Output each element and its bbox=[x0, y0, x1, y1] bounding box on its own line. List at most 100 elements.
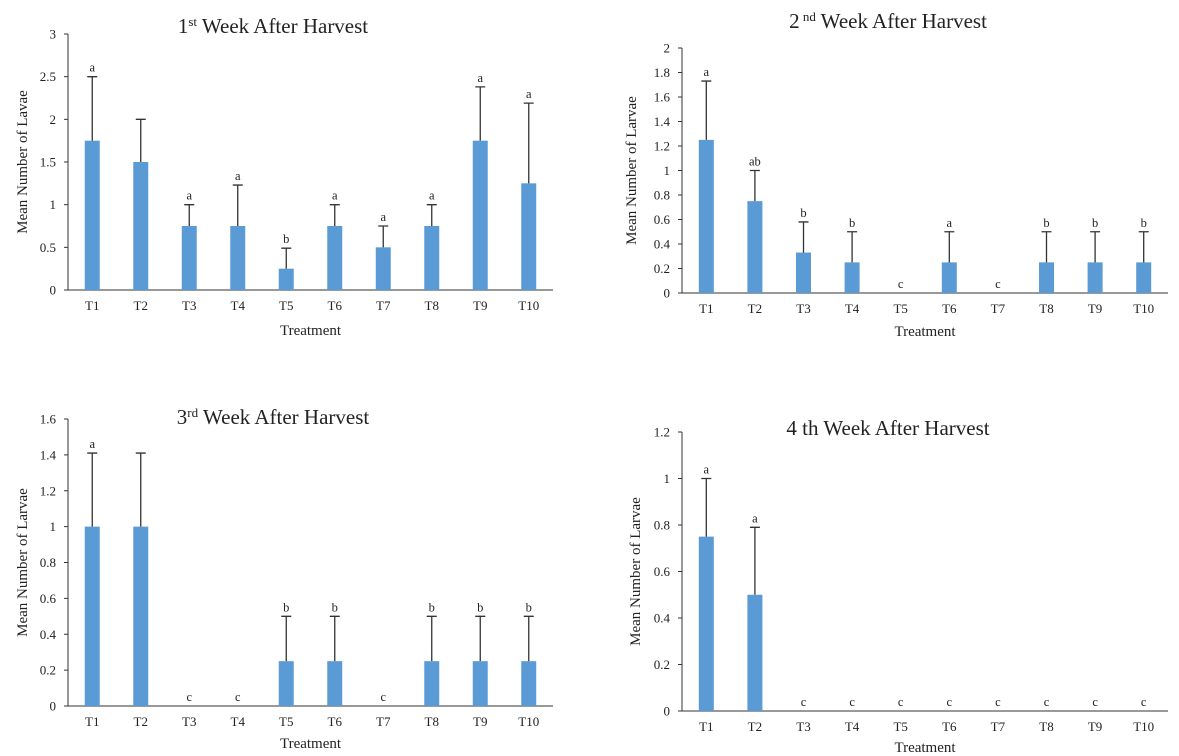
error-bar-t6 bbox=[944, 231, 955, 263]
chart-title: 3rd Week After Harvest bbox=[177, 405, 370, 429]
error-bar-t10 bbox=[1138, 231, 1149, 263]
error-bar-t1 bbox=[701, 80, 712, 140]
bar-t2 bbox=[747, 201, 763, 293]
x-axis-label: Treatment bbox=[894, 324, 956, 340]
y-tick-label: 1.4 bbox=[40, 447, 57, 462]
significance-label: a bbox=[380, 210, 386, 224]
significance-label: b bbox=[477, 600, 483, 614]
error-bar-t3 bbox=[798, 221, 809, 253]
y-tick-label: 0.2 bbox=[40, 663, 56, 678]
x-tick-label: T8 bbox=[425, 298, 439, 313]
bar-t7 bbox=[375, 247, 391, 290]
error-bar-t10 bbox=[523, 102, 534, 184]
significance-label: b bbox=[283, 600, 289, 614]
significance-label: a bbox=[477, 71, 483, 85]
x-tick-label: T7 bbox=[376, 714, 391, 729]
y-tick-label: 1 bbox=[50, 519, 57, 534]
x-tick-label: T3 bbox=[182, 714, 196, 729]
error-bar-t6 bbox=[329, 204, 340, 226]
error-bar-t2 bbox=[749, 526, 760, 595]
y-tick-label: 1.2 bbox=[654, 139, 670, 154]
x-tick-label: T5 bbox=[893, 719, 907, 734]
y-tick-label: 0.6 bbox=[40, 591, 57, 606]
x-tick-label: T9 bbox=[473, 298, 487, 313]
error-bar-t7 bbox=[378, 225, 389, 248]
bar-t2 bbox=[747, 594, 763, 711]
x-tick-label: T6 bbox=[328, 298, 343, 313]
x-tick-label: T8 bbox=[1039, 719, 1053, 734]
y-tick-label: 1.8 bbox=[654, 65, 670, 80]
significance-label: a bbox=[235, 169, 241, 183]
bar-t3 bbox=[796, 252, 811, 293]
x-tick-label: T7 bbox=[991, 301, 1006, 316]
x-tick-label: T5 bbox=[279, 714, 293, 729]
y-tick-label: 0.8 bbox=[40, 555, 56, 570]
significance-label: a bbox=[526, 87, 532, 101]
x-tick-label: T6 bbox=[942, 301, 957, 316]
significance-label: c bbox=[849, 695, 855, 709]
significance-label: b bbox=[526, 600, 532, 614]
error-bar-t10 bbox=[523, 615, 534, 662]
bar-t5 bbox=[278, 268, 294, 290]
bar-t10 bbox=[521, 183, 537, 290]
significance-label: ab bbox=[749, 155, 761, 169]
x-tick-label: T7 bbox=[991, 719, 1006, 734]
error-bar-t1 bbox=[87, 76, 98, 141]
y-tick-label: 0 bbox=[664, 704, 671, 719]
x-tick-label: T9 bbox=[473, 714, 487, 729]
y-tick-label: 0.8 bbox=[654, 188, 670, 203]
x-tick-label: T5 bbox=[279, 298, 293, 313]
x-tick-label: T10 bbox=[518, 298, 539, 313]
y-tick-label: 0.2 bbox=[654, 657, 670, 672]
x-tick-label: T2 bbox=[134, 714, 148, 729]
bar-t5 bbox=[278, 661, 294, 706]
chart-panel-4: 4 th Week After Harvest 0 0.2 0.4 0.6 0.8 1 1.2… bbox=[628, 416, 1168, 756]
significance-label: c bbox=[1092, 695, 1098, 709]
significance-label: a bbox=[89, 61, 95, 75]
significance-label: c bbox=[1044, 695, 1050, 709]
x-tick-label: T3 bbox=[796, 719, 810, 734]
significance-label: c bbox=[801, 695, 807, 709]
x-tick-label: T10 bbox=[1133, 719, 1154, 734]
significance-label: c bbox=[380, 690, 386, 704]
significance-label: a bbox=[752, 511, 758, 525]
x-tick-label: T1 bbox=[85, 298, 99, 313]
significance-label: c bbox=[898, 277, 904, 291]
bar-t8 bbox=[424, 661, 440, 706]
significance-label: a bbox=[186, 189, 192, 203]
bar-t3 bbox=[181, 226, 197, 290]
x-tick-label: T6 bbox=[942, 719, 957, 734]
y-tick-label: 1.2 bbox=[654, 425, 670, 440]
x-tick-label: T4 bbox=[845, 301, 860, 316]
error-bar-t9 bbox=[475, 615, 486, 662]
x-tick-label: T3 bbox=[182, 298, 196, 313]
significance-label: a bbox=[429, 189, 435, 203]
y-tick-label: 0.2 bbox=[654, 261, 670, 276]
significance-label: b bbox=[1141, 216, 1147, 230]
bar-t1 bbox=[84, 526, 100, 706]
error-bar-t4 bbox=[232, 184, 243, 226]
significance-label: a bbox=[704, 463, 710, 477]
error-bar-t5 bbox=[281, 247, 292, 269]
bar-t9 bbox=[472, 140, 488, 290]
y-tick-label: 1.4 bbox=[654, 114, 671, 129]
y-tick-label: 2.5 bbox=[40, 69, 56, 84]
chart-panel-2: 2 nd Week After Harvest 0 0.2 0.4 0.6 0.8 1 1.2… bbox=[624, 9, 1168, 340]
x-tick-label: T9 bbox=[1088, 719, 1102, 734]
error-bar-t9 bbox=[475, 86, 486, 141]
significance-label: a bbox=[704, 65, 710, 79]
significance-label: b bbox=[800, 206, 806, 220]
chart-title: 2 nd Week After Harvest bbox=[789, 9, 987, 33]
bar-t2 bbox=[133, 162, 149, 290]
x-tick-label: T5 bbox=[893, 301, 907, 316]
significance-label: a bbox=[89, 437, 95, 451]
significance-label: c bbox=[898, 695, 904, 709]
x-tick-label: T8 bbox=[1039, 301, 1053, 316]
y-tick-label: 0.6 bbox=[654, 212, 671, 227]
y-axis-label: Mean Number of Larvae bbox=[628, 497, 644, 646]
significance-label: c bbox=[186, 690, 192, 704]
y-tick-label: 0 bbox=[50, 283, 57, 298]
x-tick-label: T10 bbox=[1133, 301, 1154, 316]
x-tick-label: T8 bbox=[425, 714, 439, 729]
error-bar-t2 bbox=[749, 169, 760, 202]
